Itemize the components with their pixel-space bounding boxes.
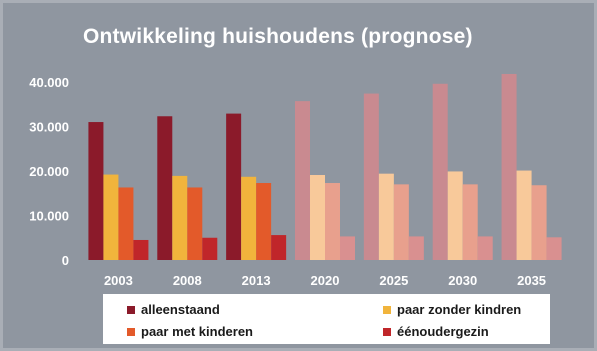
y-tick-label: 20.000 [29,164,69,179]
bar-paar-zonder-kindren-2020 [310,175,325,260]
bar-alleenstaand-2035 [501,73,517,261]
y-tick-label: 0 [62,253,69,268]
bar-alleenstaand-2030 [432,83,448,260]
legend-swatch [383,305,391,314]
bar-paar-met-kinderen-2013 [256,183,272,260]
bar-paar-zonder-kindren-2003 [103,174,119,260]
bar-chart: 0 10.000 20.000 30.000 40.000 2003 2008 2013 20… [29,73,562,288]
bar-paar-met-kinderen-2003 [118,187,134,260]
legend-item-alleenstaand: alleenstaand [127,302,220,317]
legend-swatch [127,327,135,336]
bar--noudergezin-2030 [477,236,493,260]
x-tick-label: 2030 [448,273,477,288]
bar-paar-zonder-kindren-2008 [172,175,188,260]
bar-alleenstaand-2025 [363,93,379,260]
y-tick-label: 10.000 [29,209,69,224]
legend-item-paar-met-kinderen: paar met kinderen [127,324,253,339]
legend-swatch [383,327,391,336]
bar--noudergezin-2025 [408,236,424,260]
legend-label: alleenstaand [141,302,220,317]
bar-alleenstaand-2013 [226,113,242,260]
bar--noudergezin-2008 [202,237,218,260]
legend-item-eenoudergezin: éénoudergezin [383,324,489,339]
x-tick-label: 2003 [104,273,133,288]
bar--noudergezin-2020 [340,236,355,260]
bar-alleenstaand-2003 [88,122,104,260]
legend-item-paar-zonder-kindren: paar zonder kindren [383,302,521,317]
bar-paar-met-kinderen-2008 [187,187,203,260]
x-tick-label: 2035 [517,273,546,288]
bar-paar-met-kinderen-2020 [325,183,340,260]
x-tick-label: 2025 [379,273,408,288]
bar-paar-zonder-kindren-2030 [447,171,463,260]
bar-alleenstaand-2020 [295,101,310,260]
x-tick-label: 2008 [173,273,202,288]
bar-paar-met-kinderen-2030 [462,184,478,260]
bar--noudergezin-2003 [133,239,149,260]
x-tick-label: 2020 [311,273,340,288]
y-tick-label: 30.000 [29,120,69,135]
legend-label: éénoudergezin [397,324,489,339]
legend-swatch [127,305,135,314]
legend: alleenstaand paar zonder kindren paar me… [103,294,550,344]
legend-label: paar met kinderen [141,324,253,339]
bar-paar-zonder-kindren-2025 [378,173,394,260]
bar-paar-met-kinderen-2025 [393,184,409,260]
bar-paar-met-kinderen-2035 [531,185,547,260]
bar-alleenstaand-2008 [157,116,173,260]
chart-title: Ontwikkeling huishoudens (prognose) [83,25,473,48]
y-tick-label: 40.000 [29,75,69,90]
bar-paar-zonder-kindren-2035 [516,170,532,260]
bar--noudergezin-2035 [546,237,562,260]
x-tick-label: 2013 [242,273,271,288]
bar--noudergezin-2013 [271,235,287,260]
legend-label: paar zonder kindren [397,302,522,317]
bar-paar-zonder-kindren-2013 [241,176,257,260]
